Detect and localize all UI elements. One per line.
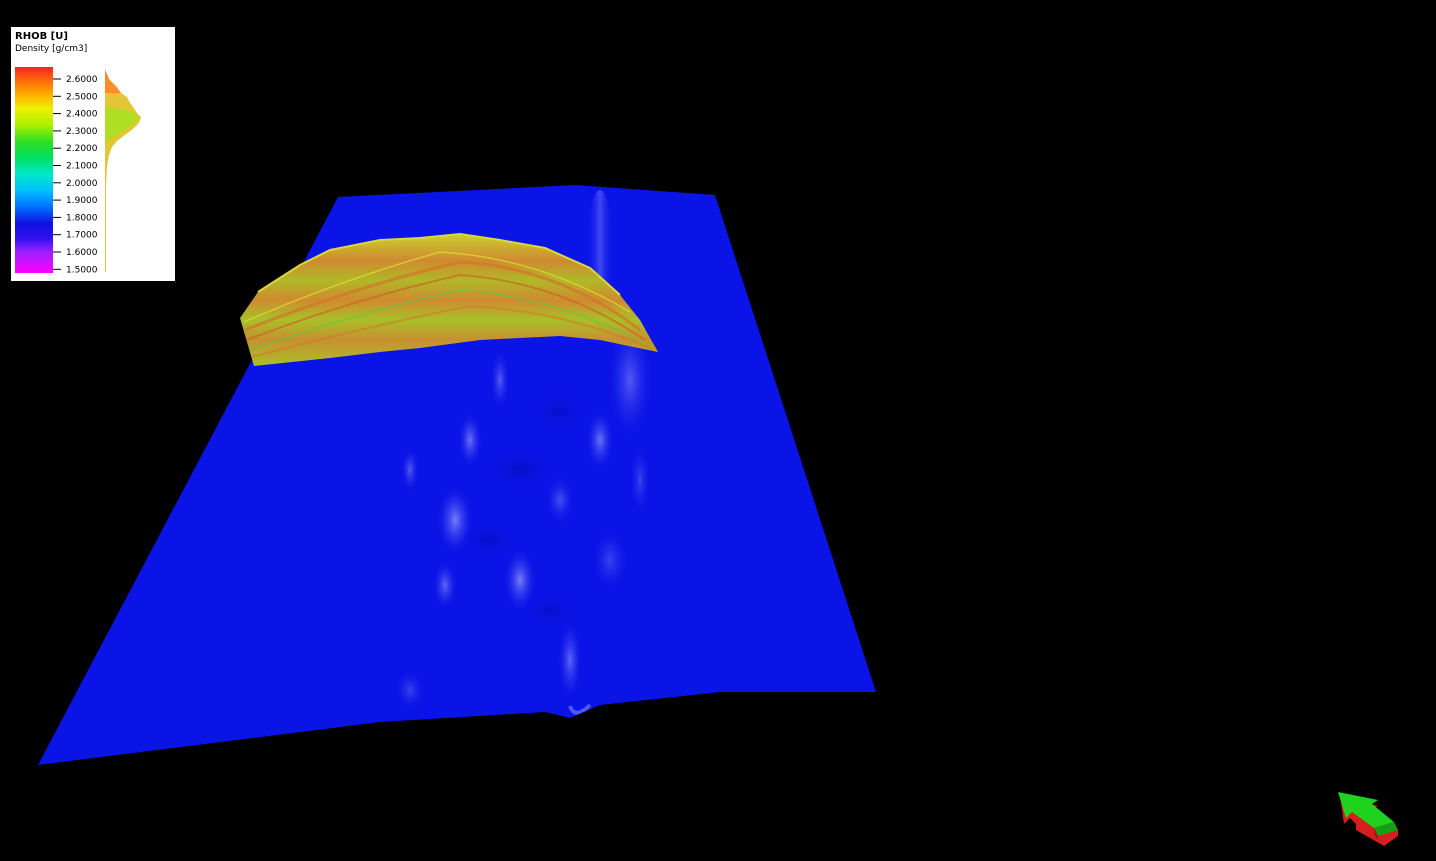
legend-graphic: 2.6000 2.5000 2.4000 2.3000 2.2000 2.1000 2.00… [15,67,141,275]
density-section[interactable] [240,232,658,366]
orientation-arrow-icon[interactable] [1334,788,1404,850]
legend-tick-label: 1.7000 [66,231,98,241]
legend-tick-label: 2.0000 [66,179,98,189]
legend-tick-label: 2.2000 [66,144,98,154]
surface-relief [396,190,652,715]
legend-title: RHOB [U] [15,31,68,42]
legend-tick-label: 1.9000 [66,196,98,206]
legend-subtitle: Density [g/cm3] [15,44,88,54]
legend-tick-label: 2.5000 [66,92,98,102]
legend-tick-label: 2.3000 [66,127,98,137]
legend-tick-label: 1.8000 [66,213,98,223]
color-legend[interactable]: 2.6000 2.5000 2.4000 2.3000 2.2000 2.1000 2.00… [11,27,175,281]
legend-tick-label: 2.4000 [66,110,98,120]
legend-histogram [105,69,141,272]
legend-tick-label: 2.6000 [66,75,98,85]
legend-tick-label: 2.1000 [66,162,98,172]
legend-ticks: 2.6000 2.5000 2.4000 2.3000 2.2000 2.1000 2.00… [53,75,98,275]
colorbar [15,67,53,273]
legend-tick-label: 1.5000 [66,265,98,275]
legend-tick-label: 1.6000 [66,248,98,258]
horizon-surface[interactable] [38,185,876,765]
